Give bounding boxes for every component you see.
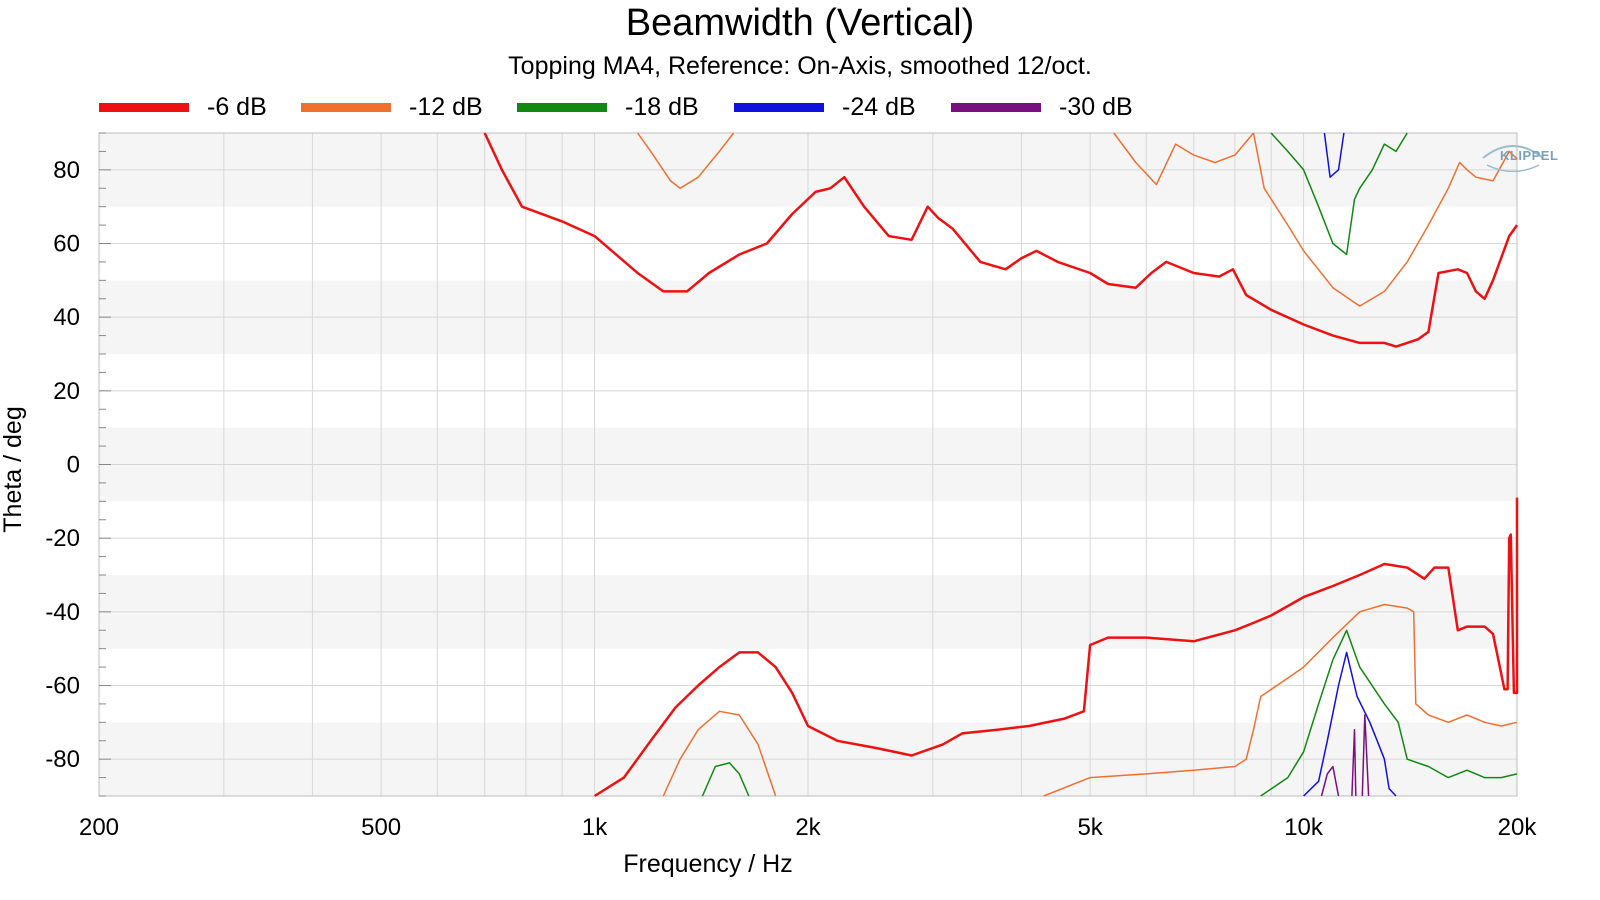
legend-item-12db: -12 dB	[301, 93, 483, 121]
y-tick-label: -40	[45, 599, 80, 626]
chart-title: Beamwidth (Vertical)	[625, 2, 975, 44]
y-tick-label: 40	[53, 304, 80, 331]
y-tick-label: 60	[53, 231, 80, 258]
legend-swatch-18db	[517, 102, 607, 112]
x-tick-label: 2k	[795, 814, 821, 841]
x-tick-label: 200	[79, 814, 119, 841]
x-tick-label: 1k	[582, 814, 608, 841]
x-tick-label: 20k	[1498, 814, 1538, 841]
series-1-line-segment	[1043, 603, 1518, 797]
klippel-logo-icon	[1482, 145, 1544, 172]
y-tick-label: 20	[53, 378, 80, 405]
series-4-line-segment	[1320, 765, 1340, 797]
legend-item-18db: -18 dB	[517, 93, 699, 121]
x-tick-label: 5k	[1077, 814, 1103, 841]
series-3-line-segment	[1323, 132, 1345, 178]
y-tick-label: -60	[45, 673, 80, 700]
series-2-line-segment	[1270, 132, 1408, 256]
y-tick-label: -80	[45, 746, 80, 773]
y-axis-label: Theta / deg	[0, 406, 27, 532]
legend-label-18db: -18 dB	[625, 92, 699, 121]
series-1-line-segment	[662, 710, 777, 797]
series-4-line-segment	[1351, 728, 1357, 797]
x-tick-label: 10k	[1284, 814, 1324, 841]
series-4-line-segment	[1361, 714, 1370, 797]
series-2-line-segment	[701, 762, 750, 797]
series-0-line-segment	[593, 497, 1519, 798]
y-tick-label: 0	[67, 452, 80, 479]
series-3-line-segment	[1303, 651, 1397, 797]
legend-swatch-12db	[301, 102, 391, 112]
legend-item-6db: -6 dB	[99, 93, 267, 121]
legend-label-24db: -24 dB	[842, 92, 916, 121]
x-tick-label: 500	[361, 814, 401, 841]
series-0-line-segment	[483, 132, 1519, 348]
chart-subtitle: Topping MA4, Reference: On-Axis, smoothe…	[508, 52, 1092, 80]
legend-label-12db: -12 dB	[409, 92, 483, 121]
y-tick-label: -20	[45, 525, 80, 552]
legend-item-24db: -24 dB	[734, 93, 916, 121]
x-axis-label: Frequency / Hz	[623, 850, 793, 878]
legend-item-30db: -30 dB	[951, 93, 1133, 121]
series-1-line-segment	[1113, 132, 1255, 186]
legend-swatch-6db	[99, 102, 189, 112]
legend-label-6db: -6 dB	[207, 92, 267, 121]
y-tick-label: 80	[53, 157, 80, 184]
series-1-line-segment	[1252, 132, 1518, 307]
legend-swatch-30db	[951, 102, 1041, 112]
series-1-line-segment	[636, 132, 735, 190]
klippel-logo-text: KLIPPEL	[1500, 148, 1559, 163]
legend-swatch-24db	[734, 102, 824, 112]
legend-label-30db: -30 dB	[1059, 92, 1133, 121]
series-2-line-segment	[1260, 629, 1518, 797]
